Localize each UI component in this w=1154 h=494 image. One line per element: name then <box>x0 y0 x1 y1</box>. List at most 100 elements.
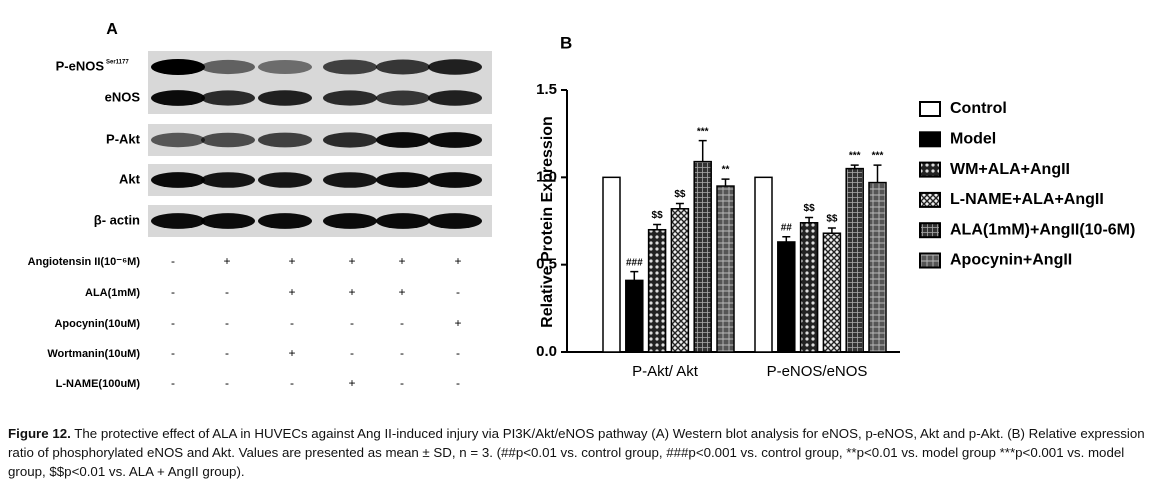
panel-label: A <box>106 21 118 38</box>
treatment-sign: - <box>350 316 354 330</box>
error-bar <box>827 227 836 234</box>
caption-text: The protective effect of ALA in HUVECs a… <box>8 426 1145 479</box>
band <box>258 132 312 148</box>
y-tick-label: 1.0 <box>536 168 557 185</box>
legend-label: Control <box>950 100 1007 117</box>
bar <box>754 176 773 353</box>
treatment-sign: - <box>456 346 460 360</box>
legend-label: Apocynin+AngII <box>950 252 1072 269</box>
treatment-sign: - <box>400 376 404 390</box>
band <box>151 172 205 188</box>
panel-label: B <box>560 33 572 52</box>
band <box>323 59 377 75</box>
treatment-sign: - <box>171 285 175 299</box>
treatment-label: ALA(1mM) <box>85 287 140 299</box>
blot-row-label: Akt <box>119 171 141 186</box>
treatment-sign: - <box>171 316 175 330</box>
treatment-label: Angiotensin II(10⁻⁶M) <box>28 256 141 268</box>
treatment-sign: + <box>348 376 355 390</box>
legend-label: L-NAME+ALA+AngII <box>950 191 1104 208</box>
x-tick-label: P-Akt/ Akt <box>632 363 699 380</box>
y-axis-label: Relative Protein Expression <box>539 116 556 328</box>
treatment-sign: - <box>290 316 294 330</box>
bar <box>822 232 842 353</box>
legend-swatch <box>919 222 941 239</box>
treatment-sign: - <box>456 285 460 299</box>
band <box>376 172 430 188</box>
bar <box>845 167 864 353</box>
caption: Figure 12. The protective effect of ALA … <box>8 424 1148 481</box>
blot-row-label: P-Akt <box>106 131 141 146</box>
error-bar <box>721 178 730 187</box>
significance-label: *** <box>697 126 709 137</box>
significance-label: $$ <box>804 203 816 214</box>
band <box>258 213 312 229</box>
band <box>428 213 482 229</box>
band <box>258 60 312 74</box>
treatment-sign: + <box>398 285 405 299</box>
bar <box>716 185 735 353</box>
band <box>428 59 482 75</box>
treatment-sign: + <box>454 254 461 268</box>
error-bar <box>630 270 639 281</box>
y-tick-label: 1.5 <box>536 81 557 98</box>
bar <box>602 176 621 353</box>
bar <box>868 181 887 353</box>
legend-swatch <box>919 101 941 117</box>
bar <box>777 241 796 353</box>
band <box>376 59 430 75</box>
treatment-sign: + <box>398 254 405 268</box>
error-bar <box>653 223 662 230</box>
band <box>376 132 430 148</box>
legend-swatch <box>919 191 941 208</box>
band <box>428 132 482 148</box>
blot-row-sup: Ser1177 <box>106 60 129 66</box>
band <box>201 172 255 188</box>
treatment-sign: - <box>171 376 175 390</box>
treatment-sign: - <box>171 254 175 268</box>
significance-label: $$ <box>652 210 664 221</box>
bar <box>625 279 644 353</box>
legend-swatch <box>919 161 941 178</box>
band <box>151 59 205 75</box>
treatment-sign: - <box>225 316 229 330</box>
band <box>376 213 430 229</box>
band <box>201 59 255 75</box>
treatment-sign: + <box>288 254 295 268</box>
treatment-sign: - <box>350 346 354 360</box>
band <box>428 172 482 188</box>
treatment-sign: - <box>225 285 229 299</box>
blot-row-label: β- actin <box>94 212 140 227</box>
band <box>258 90 312 106</box>
treatment-sign: + <box>288 285 295 299</box>
significance-label: ### <box>626 257 643 268</box>
band <box>201 90 255 106</box>
treatment-sign: + <box>223 254 230 268</box>
bar <box>693 160 712 353</box>
significance-label: *** <box>849 151 861 162</box>
band <box>151 213 205 229</box>
band <box>201 132 255 148</box>
band <box>323 213 377 229</box>
band <box>428 90 482 106</box>
treatment-sign: - <box>225 346 229 360</box>
error-bar <box>675 202 684 209</box>
error-bar <box>698 139 707 162</box>
bar <box>799 221 819 353</box>
western-blot: P-eNOS Ser1177 eNOS P-Akt Akt β- actin Angiote… <box>28 51 492 390</box>
significance-label: *** <box>872 151 884 162</box>
treatment-sign: + <box>288 346 295 360</box>
band <box>201 213 255 229</box>
error-bar <box>805 216 814 223</box>
treatment-sign: - <box>290 376 294 390</box>
treatment-sign: - <box>456 376 460 390</box>
significance-label: ## <box>781 222 793 233</box>
treatment-sign: + <box>454 316 461 330</box>
treatment-label: Apocynin(10uM) <box>54 318 140 330</box>
blot-row-label: P-eNOS <box>56 58 105 73</box>
y-tick-label: 0.0 <box>536 343 557 360</box>
y-tick-label: 0.5 <box>536 256 557 273</box>
figure: A P-eNOS Ser1177 eNOS P-Akt Akt β- actin Angio… <box>28 21 1136 390</box>
treatment-sign: + <box>348 254 355 268</box>
